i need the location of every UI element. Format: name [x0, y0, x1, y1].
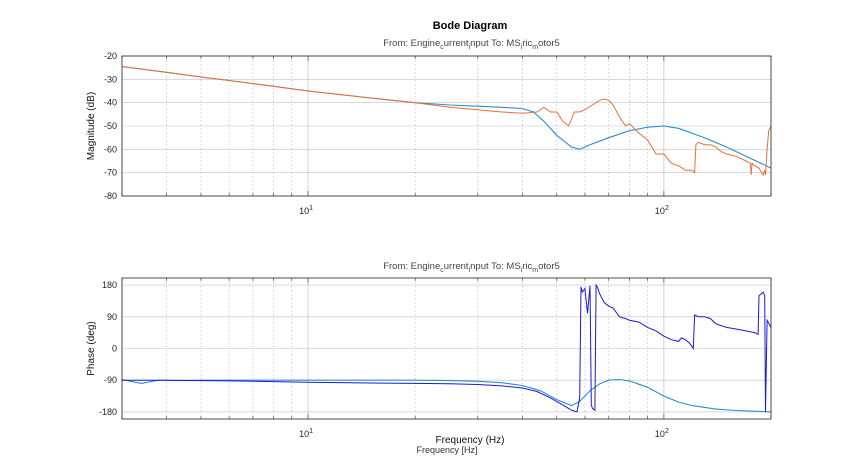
magnitude-ytick-label: -70	[104, 168, 117, 178]
magnitude-ytick-label: -60	[104, 144, 117, 154]
magnitude-axes-frame	[121, 55, 772, 197]
xlabel-secondary: Frequency [Hz]	[416, 445, 477, 455]
phase-series-measured	[122, 283, 772, 413]
magnitude-series-measured	[121, 66, 772, 177]
phase-xtick-label: 101	[299, 428, 313, 439]
phase-ylabel: Phase (deg)	[86, 321, 97, 375]
xlabel-main: Frequency (Hz)	[436, 435, 505, 446]
figure-title: Bode Diagram	[433, 20, 508, 32]
magnitude-ytick-label: -40	[104, 98, 117, 108]
phase-subtitle: From: Enginecurrentinput To: MSiricmotor…	[383, 261, 560, 274]
magnitude-subtitle: From: Enginecurrentinput To: MSiricmotor…	[383, 38, 560, 51]
magnitude-ytick-label: -50	[104, 121, 117, 131]
magnitude-ytick-label: -20	[104, 51, 117, 61]
magnitude-ytick-label: -30	[104, 74, 117, 84]
phase-ytick-label: 0	[112, 344, 117, 354]
phase-axes-frame	[121, 277, 772, 420]
phase-ytick-label: -180	[99, 407, 117, 417]
phase-xtick-label: 102	[655, 428, 669, 439]
magnitude-xtick-label: 101	[299, 205, 313, 216]
magnitude-ylabel: Magnitude (dB)	[86, 92, 97, 160]
phase-ytick-label: 90	[107, 312, 117, 322]
magnitude-xtick-label: 102	[655, 205, 669, 216]
phase-ytick-label: -90	[104, 375, 117, 385]
phase-ytick-label: 180	[102, 280, 117, 290]
magnitude-ytick-label: -80	[104, 191, 117, 201]
phase-series-model	[121, 378, 772, 413]
